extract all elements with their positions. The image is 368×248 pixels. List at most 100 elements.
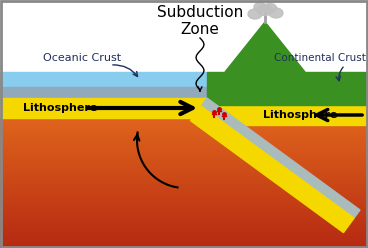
Bar	[0, 92, 368, 93]
Bar	[0, 73, 368, 74]
Bar	[0, 239, 368, 240]
Bar	[0, 217, 368, 218]
Bar	[0, 116, 368, 117]
Bar	[0, 12, 368, 13]
Bar	[0, 10, 368, 11]
Bar	[0, 146, 368, 147]
Bar	[0, 30, 368, 31]
Bar	[0, 135, 368, 136]
Bar	[0, 210, 368, 211]
Bar	[0, 209, 368, 210]
Polygon shape	[191, 106, 354, 233]
Bar	[0, 191, 368, 192]
Bar	[0, 54, 368, 55]
Bar	[0, 169, 368, 170]
Ellipse shape	[257, 4, 273, 15]
Bar	[0, 14, 368, 15]
Bar	[0, 46, 368, 47]
Bar	[0, 238, 368, 239]
Bar	[0, 159, 368, 160]
Bar	[0, 166, 368, 167]
Bar	[0, 161, 368, 162]
Bar	[0, 93, 368, 94]
Bar	[0, 5, 368, 6]
Bar	[0, 221, 368, 222]
Bar	[0, 152, 368, 153]
Bar	[0, 182, 368, 183]
Bar	[0, 9, 368, 10]
Bar	[0, 28, 368, 29]
Bar	[0, 111, 368, 112]
Bar	[0, 143, 368, 144]
Bar	[0, 183, 368, 184]
Bar	[0, 237, 368, 238]
Bar	[0, 186, 368, 187]
Bar	[0, 63, 368, 64]
Bar	[0, 26, 368, 27]
Bar	[0, 180, 368, 181]
Bar	[0, 47, 368, 48]
Bar	[0, 214, 368, 215]
Bar	[0, 3, 368, 4]
Bar	[0, 34, 368, 35]
Bar	[0, 136, 368, 137]
Bar	[0, 213, 368, 214]
Polygon shape	[0, 87, 207, 98]
Bar	[0, 91, 368, 92]
Bar	[0, 23, 368, 24]
Bar	[0, 21, 368, 22]
Bar	[0, 48, 368, 49]
Bar	[0, 174, 368, 175]
Bar	[0, 50, 368, 51]
Bar	[0, 148, 368, 149]
Bar	[0, 144, 368, 145]
Bar	[0, 131, 368, 132]
Bar	[0, 107, 368, 108]
Bar	[0, 55, 368, 56]
Bar	[0, 78, 368, 79]
Bar	[0, 151, 368, 152]
Text: Subduction
Zone: Subduction Zone	[157, 5, 243, 37]
Bar	[0, 245, 368, 246]
Bar	[0, 198, 368, 199]
Bar	[0, 246, 368, 247]
Bar	[0, 19, 368, 20]
Bar	[0, 218, 368, 219]
Bar	[0, 112, 368, 113]
Bar	[0, 194, 368, 195]
Bar	[0, 187, 368, 188]
Ellipse shape	[248, 9, 262, 19]
Bar	[0, 80, 368, 81]
Bar	[0, 168, 368, 169]
Bar	[0, 208, 368, 209]
Text: Oceanic Crust: Oceanic Crust	[43, 53, 121, 63]
Bar	[0, 137, 368, 138]
Bar	[0, 42, 368, 43]
Bar	[0, 29, 368, 30]
Bar	[0, 124, 368, 125]
Bar	[0, 20, 368, 21]
Bar	[0, 108, 368, 109]
Bar	[0, 67, 368, 68]
Bar	[0, 149, 368, 150]
Bar	[0, 106, 368, 107]
Bar	[0, 103, 368, 104]
Bar	[0, 120, 368, 121]
Bar	[0, 66, 368, 67]
Bar	[0, 94, 368, 95]
Bar	[0, 38, 368, 39]
Text: Lithosphere: Lithosphere	[23, 103, 97, 113]
Bar	[0, 189, 368, 190]
Polygon shape	[0, 98, 207, 118]
Bar	[0, 65, 368, 66]
Bar	[0, 200, 368, 201]
Bar	[0, 97, 368, 98]
Polygon shape	[201, 98, 360, 218]
Bar	[0, 115, 368, 116]
Bar	[0, 96, 368, 97]
Bar	[0, 173, 368, 174]
Bar	[0, 178, 368, 179]
Bar	[0, 56, 368, 57]
Bar	[0, 37, 368, 38]
Bar	[0, 203, 368, 204]
